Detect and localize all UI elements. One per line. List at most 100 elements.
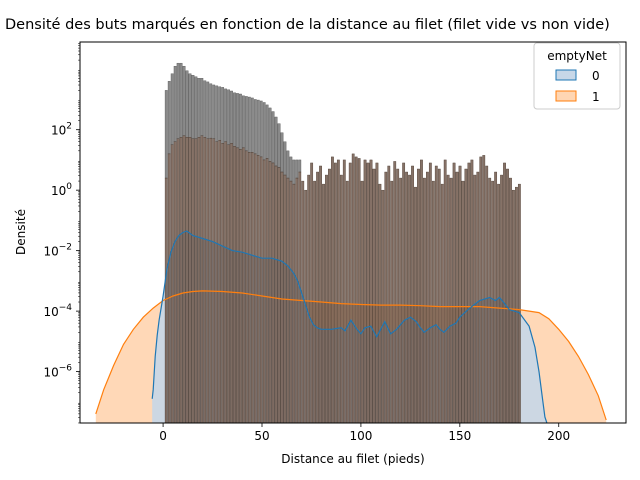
- hist-bar-emptynet-0: [271, 111, 275, 164]
- hist-bar-emptynet-0: [206, 81, 210, 139]
- x-axis-ticks: 0 50 100 150 200: [159, 423, 570, 443]
- hist-bar-emptynet-1: [233, 146, 236, 424]
- hist-bar-emptynet-0: [244, 96, 248, 152]
- hist-bar-emptynet-1: [221, 143, 225, 424]
- hist-bar-emptynet-1: [393, 161, 397, 424]
- hist-bar-emptynet-1: [271, 162, 275, 424]
- hist-bar-emptynet-0: [239, 93, 242, 150]
- hist-bar-emptynet-1: [428, 162, 432, 424]
- y-tick-label: 10−2: [43, 243, 72, 259]
- hist-bar-emptynet-1: [194, 138, 198, 424]
- legend: emptyNet 0 1: [533, 42, 621, 110]
- hist-bar-emptynet-1: [440, 183, 444, 424]
- hist-bar-emptynet-1: [259, 156, 263, 424]
- hist-bar-emptynet-1: [298, 171, 302, 424]
- hist-bar-emptynet-1: [411, 165, 414, 424]
- hist-bar-emptynet-1: [446, 174, 450, 424]
- hist-bar-emptynet-1: [239, 149, 242, 424]
- hist-bar-emptynet-1: [218, 140, 222, 424]
- hist-bar-emptynet-1: [170, 144, 174, 424]
- hist-bar-emptynet-0: [298, 159, 302, 173]
- hist-bar-emptynet-1: [325, 174, 328, 424]
- hist-bar-emptynet-1: [307, 174, 311, 424]
- hist-bar-emptynet-0: [170, 73, 174, 146]
- hist-bar-emptynet-0: [188, 73, 192, 138]
- hist-bar-emptynet-1: [262, 159, 266, 424]
- hist-bar-emptynet-0: [197, 78, 201, 138]
- x-tick-label: 0: [159, 429, 167, 443]
- hist-bar-emptynet-1: [351, 153, 355, 424]
- legend-title: emptyNet: [547, 49, 607, 63]
- hist-bar-emptynet-0: [200, 78, 204, 136]
- hist-bar-emptynet-1: [256, 155, 260, 424]
- hist-bar-emptynet-1: [230, 143, 233, 424]
- hist-bar-emptynet-0: [218, 86, 222, 141]
- hist-bar-emptynet-1: [179, 137, 183, 424]
- hist-bar-emptynet-0: [253, 99, 257, 155]
- hist-bar-emptynet-1: [328, 168, 331, 424]
- hist-bar-emptynet-1: [402, 162, 406, 424]
- hist-bar-emptynet-1: [319, 165, 322, 424]
- hist-bar-emptynet-0: [230, 90, 233, 144]
- x-tick-label: 100: [349, 429, 372, 443]
- hist-bar-emptynet-1: [209, 137, 213, 424]
- hist-bar-emptynet-1: [197, 137, 201, 424]
- y-tick-label: 100: [51, 182, 72, 198]
- hist-bar-emptynet-1: [470, 159, 474, 424]
- hist-bar-emptynet-0: [295, 159, 299, 179]
- hist-bar-emptynet-1: [423, 177, 426, 424]
- legend-swatch-1: [555, 90, 577, 102]
- hist-bar-emptynet-1: [167, 153, 171, 424]
- hist-bar-emptynet-0: [191, 75, 195, 139]
- hist-bar-emptynet-1: [173, 141, 177, 424]
- hist-bar-emptynet-1: [506, 168, 509, 424]
- hist-bar-emptynet-1: [292, 183, 296, 424]
- hist-bar-emptynet-1: [185, 137, 189, 424]
- hist-bar-emptynet-0: [280, 132, 284, 173]
- hist-bar-emptynet-0: [283, 141, 287, 176]
- hist-bar-emptynet-0: [173, 65, 177, 142]
- hist-bar-emptynet-0: [256, 99, 260, 156]
- hist-bar-emptynet-1: [203, 137, 207, 424]
- hist-bar-emptynet-1: [336, 159, 340, 424]
- hist-bar-emptynet-1: [390, 180, 394, 424]
- hist-bar-emptynet-1: [420, 159, 423, 424]
- hist-bar-emptynet-0: [265, 104, 269, 159]
- hist-bar-emptynet-1: [224, 141, 227, 424]
- hist-bar-emptynet-1: [476, 171, 480, 424]
- hist-bar-emptynet-1: [316, 171, 319, 424]
- hist-bar-emptynet-1: [354, 156, 358, 424]
- hist-bar-emptynet-0: [182, 65, 186, 136]
- hist-bar-emptynet-1: [443, 159, 447, 424]
- hist-bar-emptynet-0: [209, 83, 213, 139]
- hist-bar-emptynet-1: [381, 189, 385, 424]
- hist-bar-emptynet-0: [250, 97, 254, 153]
- hist-bar-emptynet-1: [491, 180, 495, 424]
- y-tick-label: 10−6: [43, 364, 72, 380]
- hist-bar-emptynet-1: [384, 171, 388, 424]
- hist-bar-emptynet-0: [292, 159, 296, 185]
- hist-bar-emptynet-1: [366, 162, 370, 424]
- legend-label-1: 1: [592, 90, 600, 104]
- hist-bar-emptynet-1: [274, 165, 278, 424]
- hist-bar-emptynet-1: [437, 168, 441, 424]
- kde-lines-group: [95, 230, 607, 424]
- hist-bar-emptynet-1: [497, 183, 500, 424]
- hist-bar-emptynet-0: [227, 89, 230, 146]
- hist-bar-emptynet-1: [431, 180, 435, 424]
- hist-bar-emptynet-1: [289, 180, 293, 424]
- hist-bar-emptynet-1: [449, 177, 453, 424]
- hist-bar-emptynet-1: [434, 165, 438, 424]
- hist-bar-emptynet-1: [334, 162, 337, 424]
- hist-bar-emptynet-1: [509, 177, 512, 424]
- kde-emptynet-1-line: [95, 290, 607, 421]
- hist-bar-emptynet-1: [250, 152, 254, 424]
- y-axis-label: Densité: [14, 209, 28, 255]
- hist-bar-emptynet-1: [512, 189, 515, 424]
- hist-bar-emptynet-1: [331, 156, 334, 424]
- hist-bar-emptynet-0: [236, 93, 239, 149]
- chart-title: Densité des buts marqués en fonction de …: [5, 17, 610, 33]
- hist-bar-emptynet-1: [348, 162, 352, 424]
- hist-bar-emptynet-0: [212, 84, 216, 139]
- hist-bar-emptynet-1: [467, 162, 471, 424]
